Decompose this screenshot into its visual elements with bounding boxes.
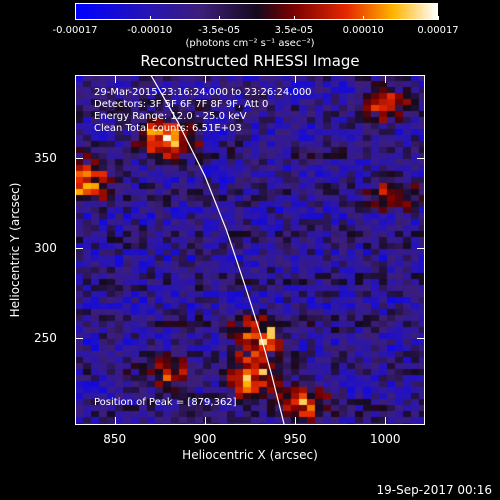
- energy-annotation: Energy Range: 12.0 - 25.0 keV: [94, 111, 247, 122]
- detectors-annotation: Detectors: 3F 5F 6F 7F 8F 9F, Att 0: [94, 99, 269, 110]
- x-tick-mark: [295, 75, 297, 83]
- x-tick-label: 850: [103, 432, 127, 446]
- colorbar-tick-label: 3.5e-05: [274, 25, 314, 36]
- peak-annotation: Position of Peak = [879,362]: [94, 397, 237, 408]
- plot-title: Reconstructed RHESSI Image: [140, 52, 360, 70]
- x-tick-mark: [204, 75, 206, 83]
- colorbar-tick-label: -0.00017: [52, 25, 98, 36]
- y-tick-label: 300: [34, 241, 57, 256]
- method-annotation: Clean Total counts: 6.51E+03: [94, 123, 242, 134]
- colorbar: [75, 3, 438, 20]
- limb-curve-layer: [150, 75, 285, 425]
- x-tick-label: 950: [283, 432, 307, 446]
- colorbar-tick-mark: [149, 16, 151, 20]
- y-tick-label: 250: [34, 331, 57, 346]
- colorbar-tick-mark: [293, 16, 295, 20]
- y-tick-mark: [75, 157, 83, 159]
- y-axis-label-wrap: Heliocentric Y (arcsec): [8, 183, 143, 318]
- colorbar-ticks: -0.00017 -0.00010 -3.5e-05 3.5e-05 0.00010 0.…: [0, 0, 500, 40]
- colorbar-tick-mark: [363, 16, 365, 20]
- x-tick-label: 1000: [370, 432, 401, 446]
- x-tick-mark: [385, 417, 387, 425]
- y-tick-mark: [75, 338, 83, 340]
- heatmap-image: [75, 75, 425, 425]
- time-range-annotation: 29-Mar-2015 23:16:24.000 to 23:26:24.000: [94, 87, 312, 98]
- y-tick-mark: [417, 157, 425, 159]
- colorbar-tick-label: -3.5e-05: [198, 25, 241, 36]
- y-tick-mark: [75, 248, 83, 250]
- y-tick-mark: [417, 338, 425, 340]
- x-tick-label: 900: [193, 432, 217, 446]
- colorbar-tick-label: 0.00017: [417, 25, 459, 36]
- x-tick-mark: [385, 75, 387, 83]
- colorbar-tick-label: 0.00010: [342, 25, 384, 36]
- colorbar-tick-label: -0.00010: [127, 25, 173, 36]
- timestamp-footer: 19-Sep-2017 00:16: [376, 483, 492, 497]
- x-tick-mark: [114, 417, 116, 425]
- x-axis-label: Heliocentric X (arcsec): [182, 448, 318, 462]
- colorbar-tick-mark: [438, 16, 439, 20]
- colorbar-tick-mark: [75, 16, 76, 20]
- solar-limb-curve: [150, 75, 285, 425]
- x-tick-mark: [295, 417, 297, 425]
- x-tick-mark: [114, 75, 116, 83]
- y-axis-label: Heliocentric Y (arcsec): [8, 182, 22, 318]
- y-tick-label: 350: [34, 150, 57, 165]
- colorbar-units: (photons cm⁻² s⁻¹ asec⁻²): [185, 38, 315, 49]
- y-tick-mark: [417, 248, 425, 250]
- colorbar-tick-mark: [219, 16, 221, 20]
- x-tick-mark: [204, 417, 206, 425]
